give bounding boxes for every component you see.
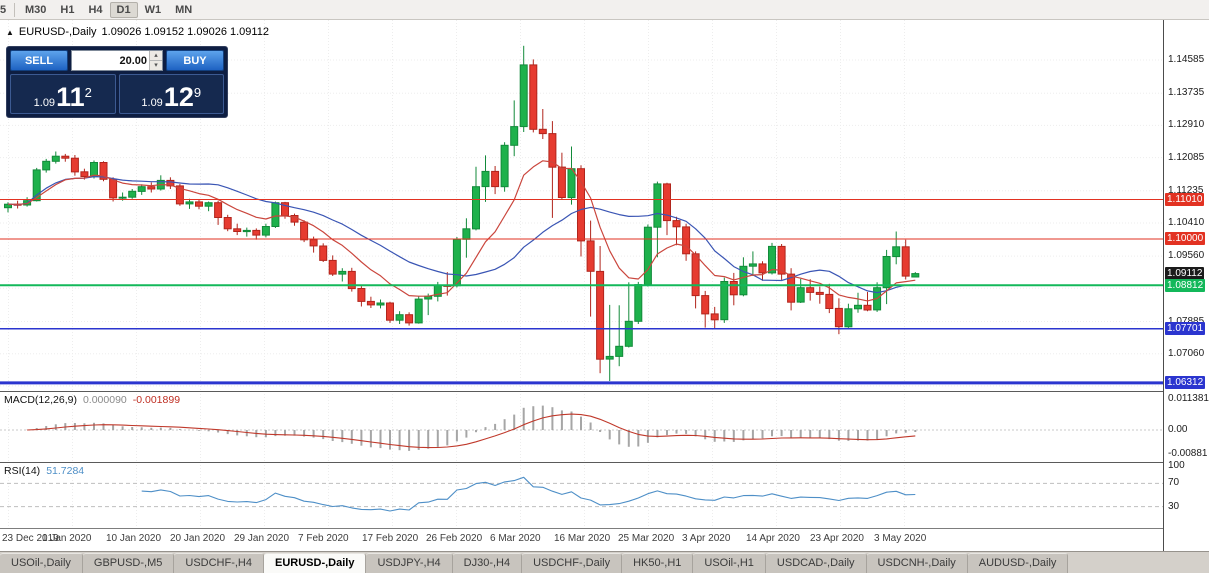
macd-title: MACD(12,26,9) 0.000090 -0.001899 (4, 394, 180, 406)
uptick-icon: ▲ (6, 27, 14, 37)
macd-signal-value: -0.001899 (132, 394, 181, 406)
volume-field: ▴ ▾ (71, 50, 163, 71)
buy-price-big-digits: 12 (163, 82, 194, 112)
toolbar-separator (14, 2, 15, 17)
time-axis-label: 10 Jan 2020 (106, 533, 162, 544)
chart-ohlc-values: 1.09026 1.09152 1.09026 1.09112 (101, 26, 269, 38)
price-axis-tick: 1.14585 (1168, 54, 1205, 65)
sell-price-display[interactable]: 1.09 11 2 (10, 74, 116, 114)
price-axis[interactable]: 1.14585 1.13735 1.12910 1.12085 1.11235 1.104… (1163, 20, 1209, 551)
macd-chart (0, 391, 1163, 462)
main-chart-pane[interactable]: ▲ EURUSD-,Daily 1.09026 1.09152 1.09026 … (0, 20, 1163, 391)
volume-increase-button[interactable]: ▴ (150, 51, 162, 61)
chart-tab-usoil-h1[interactable]: USOil-,H1 (693, 553, 766, 573)
buy-price-display[interactable]: 1.09 12 9 (118, 74, 224, 114)
rsi-value: 51.7284 (46, 465, 85, 477)
candlestick-chart[interactable] (0, 20, 1163, 391)
chart-tab-usdjpy-h4[interactable]: USDJPY-,H4 (366, 553, 453, 573)
chart-symbol-period: EURUSD-,Daily (18, 26, 97, 38)
timeframe-button-MN[interactable]: MN (175, 3, 193, 16)
price-axis-tick: 1.13735 (1168, 87, 1205, 98)
time-axis-label: 23 Apr 2020 (810, 533, 864, 544)
macd-axis-label: 0.011381 (1168, 393, 1209, 404)
chart-tab-usdcnh-daily[interactable]: USDCNH-,Daily (866, 553, 968, 573)
pane-separator (0, 528, 1209, 529)
macd-indicator-pane[interactable]: MACD(12,26,9) 0.000090 -0.001899 (0, 391, 1163, 462)
time-axis[interactable]: 23 Dec 2019 1 Jan 2020 10 Jan 2020 20 Jan 2… (0, 528, 1163, 551)
chart-tab-hk50-h1[interactable]: HK50-,H1 (622, 553, 694, 573)
volume-decrease-button[interactable]: ▾ (150, 61, 162, 70)
macd-name: MACD(12,26,9) (4, 394, 77, 406)
price-axis-tick: 1.07060 (1168, 348, 1205, 359)
time-axis-label: 16 Mar 2020 (554, 533, 611, 544)
rsi-axis-label: 100 (1168, 460, 1185, 471)
pane-separator (0, 462, 1209, 463)
rsi-name: RSI(14) (4, 465, 41, 477)
buy-button[interactable]: BUY (166, 50, 224, 71)
sell-button[interactable]: SELL (10, 50, 68, 71)
timeframe-button-H1[interactable]: H1 (60, 3, 75, 16)
time-axis-label: 3 May 2020 (874, 533, 927, 544)
chart-tab-usdchf-h4[interactable]: USDCHF-,H4 (174, 553, 264, 573)
rsi-axis-label: 70 (1168, 477, 1180, 488)
price-axis-tick: 1.09560 (1168, 250, 1205, 261)
time-axis-label: 14 Apr 2020 (746, 533, 800, 544)
timeframe-button-D1[interactable]: D1 (109, 1, 138, 18)
price-axis-tick: 1.11235 (1168, 185, 1204, 196)
chart-tab-usdcad-daily[interactable]: USDCAD-,Daily (765, 553, 867, 573)
sell-price-prefix: 1.09 (33, 97, 56, 109)
rsi-axis-label: 30 (1168, 501, 1180, 512)
chart-title: ▲ EURUSD-,Daily 1.09026 1.09152 1.09026 … (6, 26, 269, 38)
chart-tab-gbpusd-m5[interactable]: GBPUSD-,M5 (82, 553, 175, 573)
price-axis-tick: 1.12085 (1168, 152, 1205, 163)
time-axis-label: 1 Jan 2020 (42, 533, 92, 544)
one-click-trading-panel: SELL ▴ ▾ BUY 1.09 11 2 1.09 (6, 46, 228, 118)
price-tag: 1.07701 (1165, 322, 1206, 335)
buy-price-pipette: 9 (193, 85, 202, 100)
timeframe-button-H4[interactable]: H4 (88, 3, 103, 16)
time-axis-label: 7 Feb 2020 (298, 533, 349, 544)
time-axis-label: 20 Jan 2020 (170, 533, 226, 544)
time-axis-label: 6 Mar 2020 (490, 533, 541, 544)
buy-price-prefix: 1.09 (141, 97, 163, 109)
price-tag: 1.10000 (1165, 232, 1206, 245)
timeframe-button-M30[interactable]: M30 (25, 3, 47, 16)
price-axis-tick: 1.10410 (1168, 217, 1205, 228)
time-axis-label: 3 Apr 2020 (682, 533, 731, 544)
timeframe-toolbar: 5 M30 H1 H4 D1 W1 MN (0, 0, 1209, 20)
macd-main-value: 0.000090 (82, 394, 127, 406)
price-axis-tick: 1.12910 (1168, 119, 1205, 130)
macd-axis-label: 0.00 (1168, 424, 1188, 435)
time-axis-label: 25 Mar 2020 (618, 533, 675, 544)
price-tag: 1.06312 (1165, 376, 1206, 389)
timeframe-button-5[interactable]: 5 (0, 3, 7, 16)
chart-tabs-bar: USOil-,Daily GBPUSD-,M5 USDCHF-,H4 EURUSD-,… (0, 551, 1209, 573)
time-axis-label: 23 Dec 2019 (2, 533, 59, 544)
rsi-chart (0, 462, 1163, 528)
price-tag: 1.11010 (1165, 193, 1205, 206)
chart-tab-usdchf-daily[interactable]: USDCHF-,Daily (522, 553, 623, 573)
chart-tab-eurusd-daily[interactable]: EURUSD-,Daily (264, 553, 367, 573)
volume-input[interactable] (72, 51, 149, 70)
pane-separator (0, 391, 1209, 392)
timeframe-button-W1[interactable]: W1 (144, 3, 162, 16)
time-axis-label: 29 Jan 2020 (234, 533, 290, 544)
chart-tab-usoil-daily[interactable]: USOil-,Daily (0, 553, 83, 573)
volume-spinner: ▴ ▾ (149, 51, 162, 70)
time-axis-label: 17 Feb 2020 (362, 533, 419, 544)
price-axis-tick: 1.07885 (1168, 317, 1204, 327)
macd-axis-label: -0.00881 (1168, 448, 1208, 459)
rsi-title: RSI(14) 51.7284 (4, 465, 84, 477)
price-tag: 1.08812 (1165, 279, 1206, 292)
sell-price-pipette: 2 (84, 85, 92, 100)
chart-tab-dj30-h4[interactable]: DJ30-,H4 (452, 553, 523, 573)
rsi-indicator-pane[interactable]: RSI(14) 51.7284 (0, 462, 1163, 528)
time-axis-label: 26 Feb 2020 (426, 533, 483, 544)
price-tag: 1.09112 (1165, 267, 1205, 280)
sell-price-big-digits: 11 (56, 82, 85, 112)
chart-tab-audusd-daily[interactable]: AUDUSD-,Daily (967, 553, 1069, 573)
